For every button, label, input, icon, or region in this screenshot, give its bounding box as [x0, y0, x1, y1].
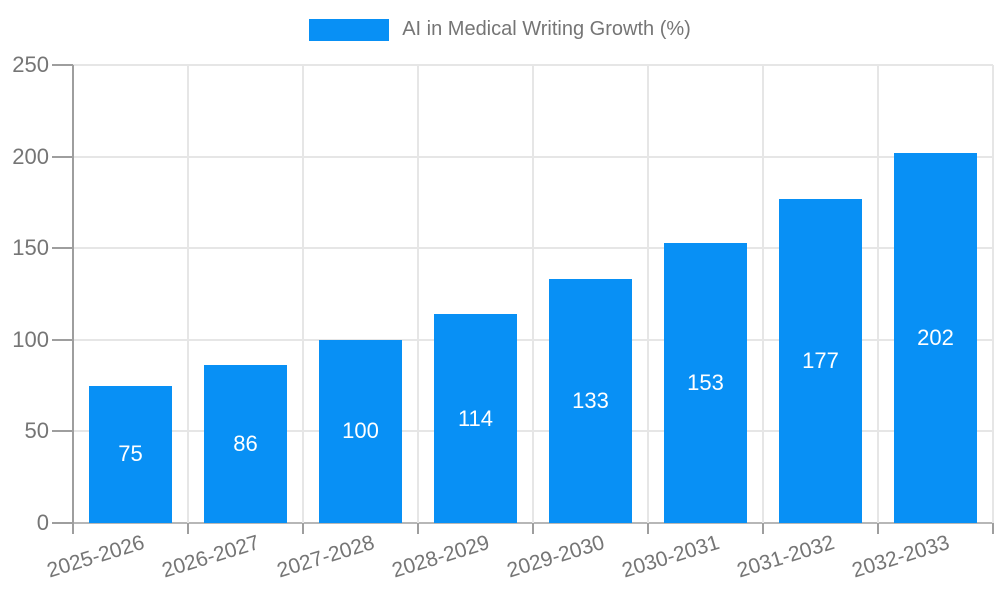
- legend-label: AI in Medical Writing Growth (%): [402, 18, 691, 40]
- y-tick-label: 50: [24, 418, 49, 444]
- gridline-vertical: [877, 65, 879, 523]
- gridline-vertical: [532, 65, 534, 523]
- bar-value-label: 153: [687, 369, 724, 395]
- bar-value-label: 75: [118, 441, 143, 467]
- gridline-vertical: [187, 65, 189, 523]
- bar[interactable]: 100: [319, 339, 402, 523]
- bar[interactable]: 177: [779, 198, 862, 523]
- bar[interactable]: 202: [894, 152, 977, 523]
- chart-legend[interactable]: AI in Medical Writing Growth (%): [0, 18, 1000, 41]
- bar[interactable]: 133: [549, 279, 632, 523]
- x-tick-label: 2025-2026: [44, 531, 148, 583]
- bar[interactable]: 114: [434, 314, 517, 523]
- y-tick-label: 200: [12, 143, 49, 169]
- x-tick-label: 2027-2028: [274, 531, 378, 583]
- bar-value-label: 86: [233, 431, 258, 457]
- y-axis-tick: [52, 338, 73, 341]
- bar-value-label: 133: [572, 388, 609, 414]
- legend-swatch-icon: [309, 18, 390, 41]
- x-axis-tick: [762, 523, 764, 534]
- y-tick-label: 150: [12, 235, 49, 261]
- x-tick-label: 2029-2030: [504, 531, 608, 583]
- x-axis-tick: [187, 523, 189, 534]
- gridline-vertical: [302, 65, 304, 523]
- gridline-vertical: [762, 65, 764, 523]
- x-tick-label: 2031-2032: [734, 531, 838, 583]
- bar[interactable]: 153: [664, 242, 747, 523]
- y-axis-tick: [52, 64, 73, 66]
- gridline-vertical: [992, 65, 994, 523]
- x-axis-tick: [647, 523, 649, 534]
- gridline-vertical: [417, 65, 419, 523]
- x-axis-tick: [417, 523, 419, 534]
- bar[interactable]: 75: [89, 385, 172, 523]
- x-tick-label: 2030-2031: [619, 531, 723, 583]
- y-axis-tick: [52, 430, 73, 433]
- gridline-vertical: [647, 65, 649, 523]
- x-axis-tick: [877, 523, 879, 534]
- bar-value-label: 177: [802, 347, 839, 373]
- x-axis-tick: [302, 523, 304, 534]
- x-axis-tick: [532, 523, 534, 534]
- bar-value-label: 202: [917, 324, 954, 350]
- x-tick-label: 2026-2027: [159, 531, 263, 583]
- y-tick-label: 100: [12, 326, 49, 352]
- x-axis-tick: [992, 523, 994, 534]
- bar-value-label: 114: [457, 405, 494, 431]
- y-tick-label: 250: [12, 52, 49, 77]
- y-axis-tick: [52, 155, 73, 158]
- y-tick-label: 0: [36, 510, 49, 535]
- x-tick-label: 2028-2029: [389, 531, 493, 583]
- bar-value-label: 100: [342, 418, 379, 444]
- x-tick-label: 2032-2033: [849, 531, 953, 583]
- y-axis-tick: [52, 247, 73, 250]
- y-axis-line: [72, 65, 74, 534]
- bar[interactable]: 86: [204, 365, 287, 523]
- y-axis-tick: [52, 522, 73, 524]
